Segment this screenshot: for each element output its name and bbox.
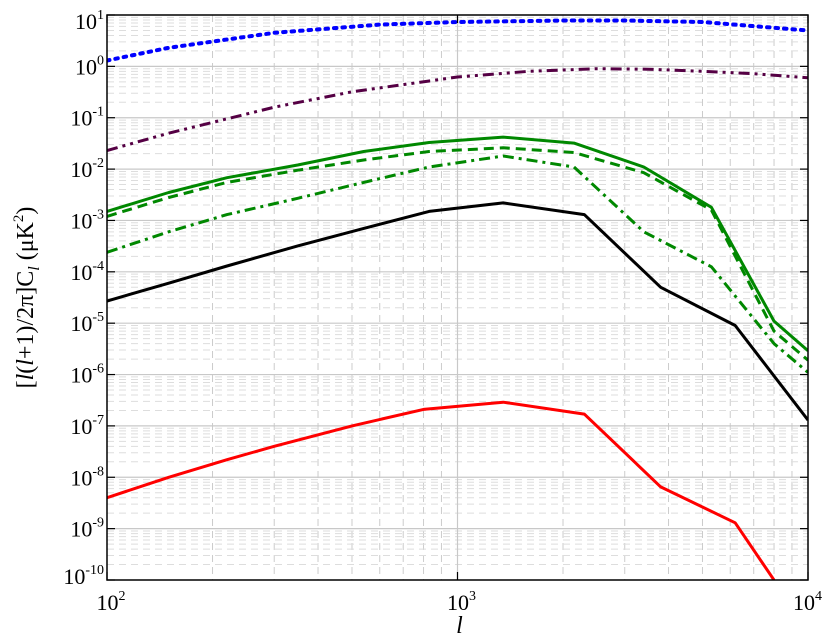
y-tick-label: 10-10 xyxy=(63,563,104,589)
y-tick-label: 10-2 xyxy=(70,156,104,182)
y-tick-label: 10-9 xyxy=(70,516,104,542)
x-axis-title: l xyxy=(456,613,463,637)
series-line-7 xyxy=(107,400,776,580)
series-line-2 xyxy=(107,67,808,152)
y-tick-label: 10-7 xyxy=(70,413,104,439)
series-line-5 xyxy=(107,154,808,374)
y-tick-label: 101 xyxy=(75,8,104,34)
y-tick-label: 10-5 xyxy=(70,310,104,336)
y-tick-label: 100 xyxy=(75,53,104,79)
series-line-1 xyxy=(107,18,808,63)
y-tick-label: 10-8 xyxy=(70,464,104,490)
y-axis-title: [l(l+1)/2π]Cl (μK2) xyxy=(11,207,43,389)
series-line-4 xyxy=(107,146,808,362)
y-tick-label: 10-3 xyxy=(70,207,104,233)
grid xyxy=(107,15,808,580)
y-tick-labels: 101 100 10-1 10-2 10-3 10-4 10-5 10-6 10-7 10-8 10… xyxy=(63,8,104,589)
y-tick-label: 10-6 xyxy=(70,362,104,388)
x-tick-labels: 102 103 104 xyxy=(97,589,823,615)
series-layer xyxy=(107,18,808,580)
tick-marks xyxy=(106,14,809,581)
series-line-6 xyxy=(107,201,808,422)
y-tick-label: 10-4 xyxy=(70,259,104,285)
x-tick-label: 103 xyxy=(447,589,476,615)
series-line-3 xyxy=(107,135,808,352)
x-tick-label: 102 xyxy=(97,589,126,615)
y-tick-label: 10-1 xyxy=(70,105,104,131)
x-tick-label: 104 xyxy=(793,589,822,615)
